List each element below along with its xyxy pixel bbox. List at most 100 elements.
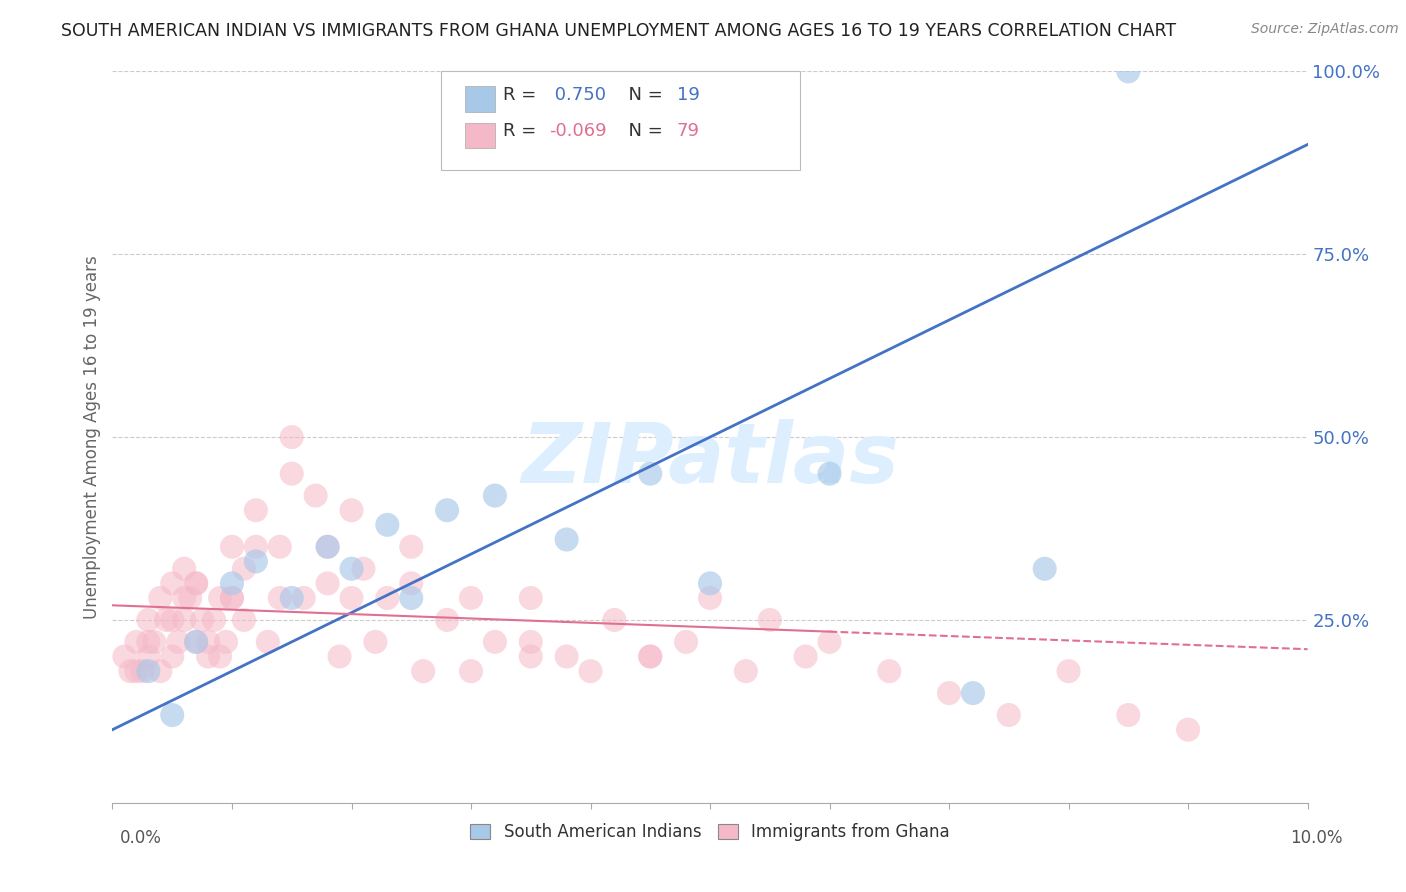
Point <box>221 540 243 554</box>
Point <box>281 591 304 605</box>
Point <box>1033 562 1056 576</box>
Point <box>209 649 232 664</box>
Text: 79: 79 <box>676 122 700 140</box>
Point <box>436 503 458 517</box>
Point <box>316 540 339 554</box>
Point <box>401 591 423 605</box>
Point <box>179 591 201 605</box>
Point <box>269 591 291 605</box>
Point <box>281 467 304 481</box>
Point <box>640 649 662 664</box>
Point <box>377 517 399 532</box>
Point <box>329 649 352 664</box>
Point <box>412 664 434 678</box>
Point <box>197 635 219 649</box>
Point <box>138 649 160 664</box>
Point <box>186 576 208 591</box>
Point <box>340 503 363 517</box>
Point <box>233 562 256 576</box>
Point <box>640 649 662 664</box>
Point <box>191 613 214 627</box>
Point <box>998 708 1021 723</box>
Point <box>460 591 482 605</box>
Point <box>221 591 243 605</box>
Point <box>1118 708 1140 723</box>
Point <box>186 576 208 591</box>
Point <box>245 540 267 554</box>
Point <box>305 489 328 503</box>
Text: N =: N = <box>617 122 668 140</box>
Point <box>353 562 375 576</box>
Point <box>377 591 399 605</box>
Point <box>114 649 135 664</box>
Point <box>555 533 578 547</box>
Point <box>162 649 183 664</box>
Point <box>340 591 363 605</box>
Point <box>1118 64 1140 78</box>
Point <box>699 576 721 591</box>
Point <box>938 686 960 700</box>
Point <box>292 591 315 605</box>
Point <box>209 591 232 605</box>
Y-axis label: Unemployment Among Ages 16 to 19 years: Unemployment Among Ages 16 to 19 years <box>83 255 101 619</box>
Point <box>520 649 543 664</box>
Text: Source: ZipAtlas.com: Source: ZipAtlas.com <box>1251 22 1399 37</box>
Point <box>173 562 195 576</box>
Point <box>173 613 195 627</box>
Point <box>149 664 172 678</box>
Point <box>818 467 841 481</box>
Point <box>675 635 697 649</box>
Point <box>125 664 148 678</box>
Point <box>162 576 183 591</box>
Point <box>460 664 482 678</box>
Point <box>401 540 423 554</box>
Point <box>316 576 339 591</box>
Point <box>640 467 662 481</box>
Point <box>167 635 190 649</box>
Point <box>818 635 841 649</box>
Text: 19: 19 <box>676 86 699 103</box>
Point <box>120 664 142 678</box>
Text: R =: R = <box>503 86 543 103</box>
Point <box>131 664 153 678</box>
Text: ZIPatlas: ZIPatlas <box>522 418 898 500</box>
FancyBboxPatch shape <box>465 86 495 112</box>
Point <box>138 635 160 649</box>
Point <box>138 613 160 627</box>
Point <box>340 562 363 576</box>
Text: 10.0%: 10.0% <box>1291 829 1343 847</box>
Text: 0.0%: 0.0% <box>120 829 162 847</box>
Point <box>186 635 208 649</box>
Point <box>173 591 195 605</box>
Point <box>221 591 243 605</box>
Point <box>245 503 267 517</box>
Point <box>484 635 506 649</box>
Point <box>215 635 238 649</box>
Point <box>138 664 160 678</box>
Point <box>735 664 758 678</box>
Point <box>520 591 543 605</box>
Point <box>603 613 626 627</box>
Text: SOUTH AMERICAN INDIAN VS IMMIGRANTS FROM GHANA UNEMPLOYMENT AMONG AGES 16 TO 19 : SOUTH AMERICAN INDIAN VS IMMIGRANTS FROM… <box>60 22 1177 40</box>
FancyBboxPatch shape <box>465 122 495 148</box>
Point <box>281 430 304 444</box>
Text: R =: R = <box>503 122 543 140</box>
Point <box>155 613 177 627</box>
Point <box>484 489 506 503</box>
Point <box>555 649 578 664</box>
Point <box>162 613 183 627</box>
Point <box>699 591 721 605</box>
Point <box>197 649 219 664</box>
Point <box>221 576 243 591</box>
Point <box>1057 664 1080 678</box>
Point <box>269 540 291 554</box>
Point <box>520 635 543 649</box>
Point <box>143 635 166 649</box>
Point <box>401 576 423 591</box>
Point <box>436 613 458 627</box>
Point <box>149 591 172 605</box>
Point <box>245 554 267 568</box>
Point <box>794 649 817 664</box>
Text: N =: N = <box>617 86 668 103</box>
Point <box>316 540 339 554</box>
